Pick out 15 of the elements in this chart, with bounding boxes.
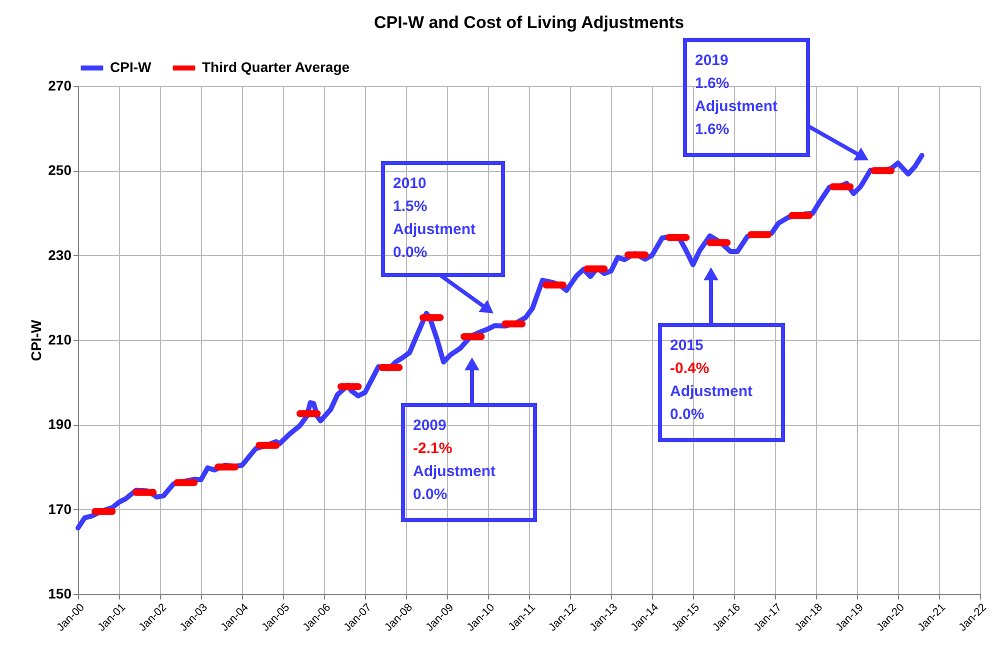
annotation: 2009 -2.1% Adjustment 0.0%	[413, 417, 496, 503]
chart-title: CPI-W and Cost of Living Adjustments	[374, 13, 684, 32]
annotation: 2010 1.5% Adjustment 0.0%	[393, 175, 476, 261]
annotation: 2015 -0.4% Adjustment 0.0%	[670, 337, 753, 423]
y-tick-label: 190	[48, 416, 72, 432]
y-axis-title: CPI-W	[28, 319, 44, 362]
legend-label: CPI-W	[110, 59, 152, 75]
y-tick-label: 150	[48, 586, 72, 602]
y-tick-label: 270	[48, 78, 72, 94]
legend-label: Third Quarter Average	[202, 59, 350, 75]
y-tick-label: 170	[48, 500, 72, 517]
y-tick-label: 210	[48, 332, 72, 348]
y-tick-label: 250	[48, 162, 72, 178]
annotation: 2019 1.6% Adjustment 1.6%	[695, 52, 778, 138]
y-tick-label: 230	[48, 246, 72, 263]
